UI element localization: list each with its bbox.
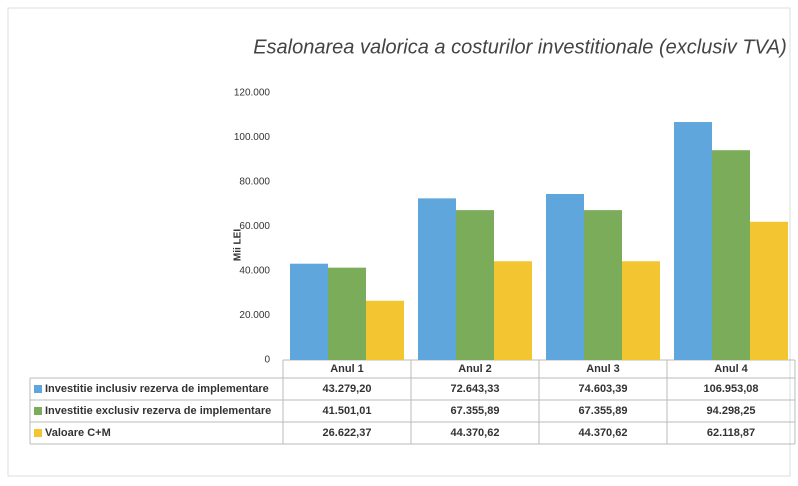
y-tick-label: 0 [264, 355, 270, 366]
bar [290, 263, 328, 360]
y-tick-label: 60.000 [239, 221, 270, 232]
x-tick-label: Anul 1 [330, 363, 364, 375]
data-label: 74.603,39 [579, 383, 628, 395]
y-tick-label: 120.000 [234, 88, 271, 99]
data-label: 43.279,20 [323, 383, 372, 395]
legend-label: Investitie inclusiv rezerva de implement… [45, 383, 269, 395]
legend-swatch [34, 385, 42, 393]
y-tick-label: 100.000 [234, 132, 271, 143]
legend-swatch [34, 429, 42, 437]
y-axis-label: Mii LEI [233, 229, 244, 261]
bar [546, 194, 584, 360]
bar [494, 261, 532, 360]
bar [328, 267, 366, 360]
chart-frame [7, 7, 791, 477]
data-label: 44.370,62 [579, 427, 628, 439]
chart-title: Esalonarea valorica a costurilor investi… [253, 36, 787, 58]
x-tick-label: Anul 2 [458, 363, 492, 375]
x-tick-label: Anul 4 [714, 363, 748, 375]
data-label: 106.953,08 [703, 383, 758, 395]
bar [750, 221, 788, 360]
bar [712, 150, 750, 360]
bar [456, 210, 494, 360]
data-label: 26.622,37 [323, 427, 372, 439]
y-tick-label: 20.000 [239, 310, 270, 321]
data-label: 72.643,33 [451, 383, 500, 395]
bar [366, 300, 404, 360]
legend-label: Investitie exclusiv rezerva de implement… [45, 405, 271, 417]
bar [674, 122, 712, 361]
legend-label: Valoare C+M [45, 427, 111, 439]
data-label: 94.298,25 [707, 405, 756, 417]
data-label: 62.118,87 [707, 427, 755, 439]
x-tick-label: Anul 3 [586, 363, 620, 375]
bar [584, 210, 622, 360]
data-label: 67.355,89 [579, 405, 628, 417]
data-label: 44.370,62 [451, 427, 500, 439]
data-label: 67.355,89 [451, 405, 500, 417]
y-tick-label: 80.000 [239, 177, 270, 188]
bar [622, 261, 660, 360]
data-label: 41.501,01 [323, 405, 372, 417]
y-tick-label: 40.000 [239, 266, 270, 277]
bar [418, 198, 456, 360]
legend-swatch [34, 407, 42, 415]
